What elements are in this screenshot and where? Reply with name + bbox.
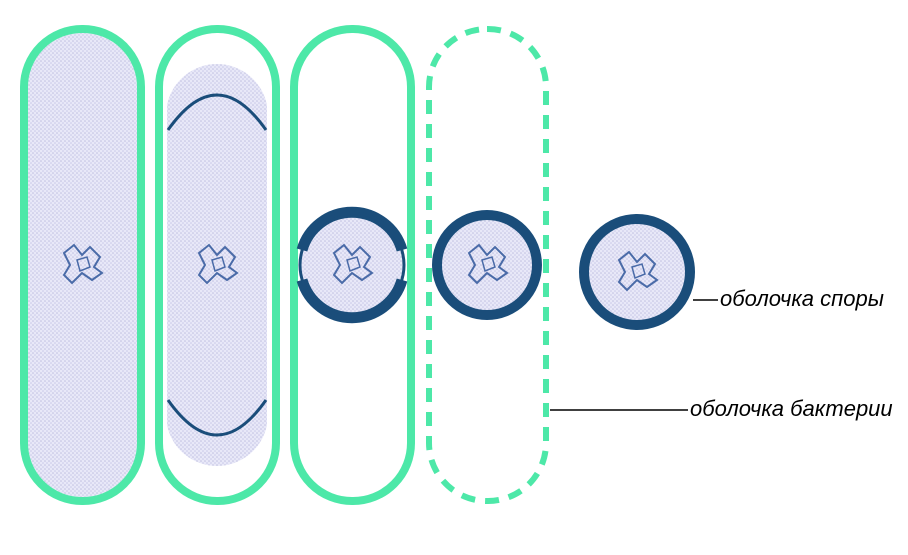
spore-formation-diagram: оболочка споры оболочка бактерии xyxy=(0,0,908,550)
cell-stage-1 xyxy=(24,29,141,501)
cell-stage-2 xyxy=(159,29,276,501)
label-spore-wall: оболочка споры xyxy=(720,286,884,312)
diagram-svg xyxy=(0,0,908,550)
cell-stage-4 xyxy=(429,29,546,501)
cell-stage-3 xyxy=(294,29,411,501)
free-spore xyxy=(582,217,692,327)
label-bacterium-wall: оболочка бактерии xyxy=(690,396,893,422)
